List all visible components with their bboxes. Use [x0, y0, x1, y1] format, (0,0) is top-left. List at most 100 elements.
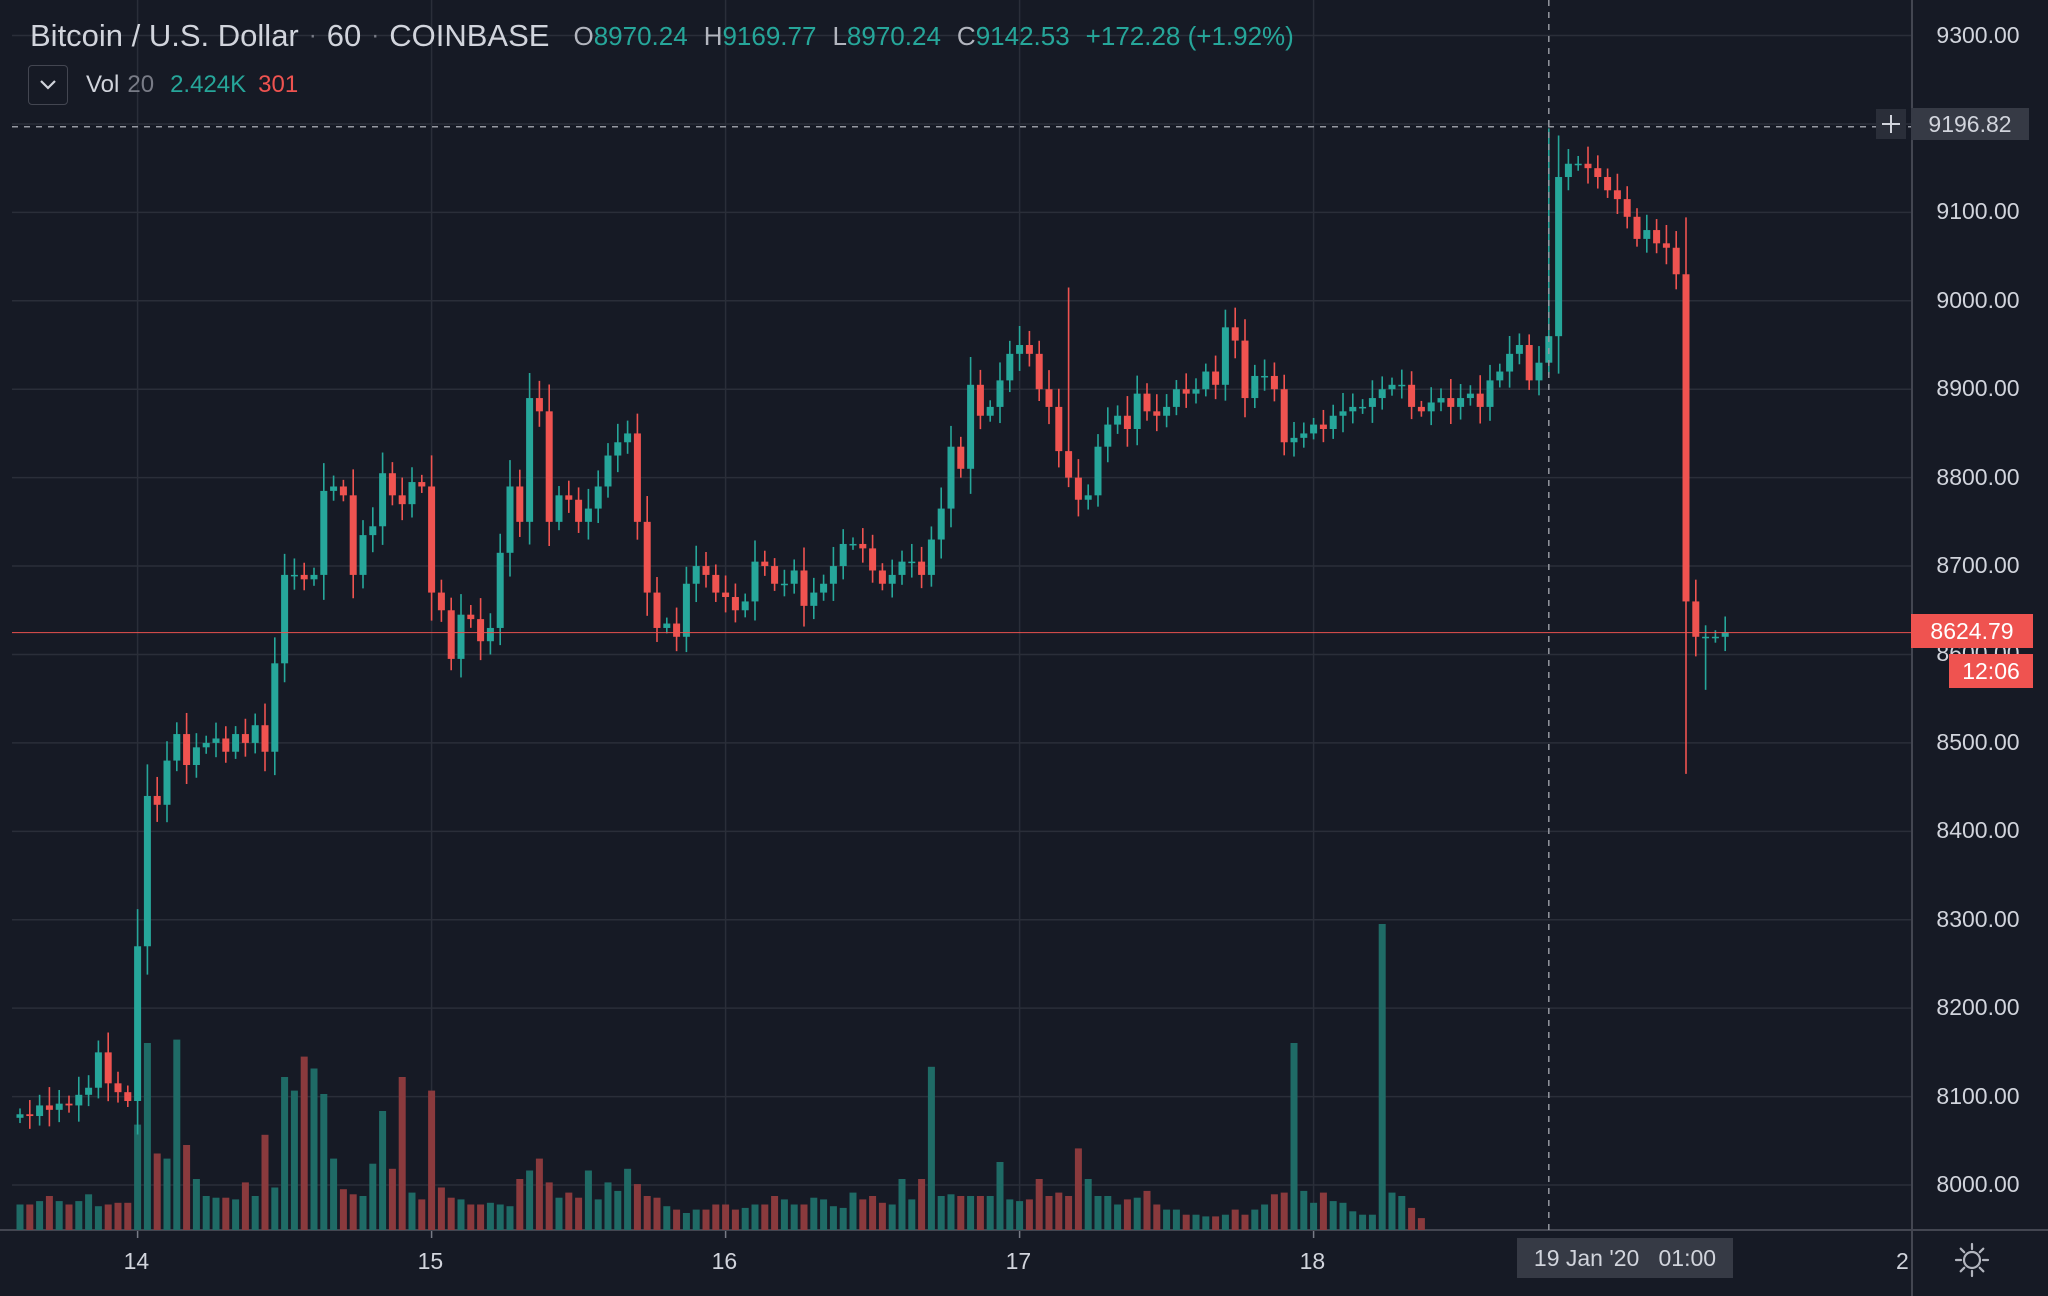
add-alert-button[interactable] [1876, 109, 1906, 139]
candle-body [663, 623, 671, 628]
symbol-name[interactable]: Bitcoin / U.S. Dollar [30, 18, 299, 53]
volume-bar [712, 1204, 720, 1230]
volume-bar [496, 1204, 504, 1230]
crosshair-price-label: 9196.82 [1911, 108, 2029, 140]
volume-bar [1417, 1218, 1425, 1230]
volume-bar [202, 1196, 210, 1230]
header-separator: · [308, 22, 317, 49]
volume-bar [1270, 1194, 1278, 1230]
candle-body [55, 1103, 63, 1110]
candle-body [310, 574, 318, 580]
volume-bar [1310, 1202, 1318, 1230]
volume-bar [1163, 1209, 1171, 1230]
candle-body [114, 1083, 122, 1093]
open-label: O [573, 20, 594, 51]
volume-bar [1192, 1214, 1200, 1230]
volume-label[interactable]: Vol [86, 71, 120, 98]
volume-bar [692, 1209, 700, 1230]
candle-body [1711, 636, 1719, 639]
open-value: 8970.24 [593, 20, 688, 51]
volume-bar [1094, 1196, 1102, 1230]
candle-body [1172, 389, 1180, 407]
volume-bar [575, 1197, 583, 1230]
candle-body [751, 561, 759, 602]
candle-body [1319, 424, 1327, 430]
candle-body [388, 473, 396, 496]
candle-body [780, 583, 788, 586]
volume-bar [624, 1168, 632, 1230]
candle-body [545, 411, 553, 522]
volume-bar [192, 1179, 200, 1230]
candle-body [300, 574, 308, 580]
candle-body [1280, 389, 1288, 443]
collapse-legend-button[interactable] [28, 65, 68, 105]
candle-body [1702, 636, 1710, 639]
candle-body [173, 734, 181, 761]
candle-body [986, 406, 994, 416]
candle-body [673, 623, 681, 637]
candle-body [183, 734, 191, 766]
volume-bar [261, 1134, 269, 1230]
volume-bar [545, 1182, 553, 1230]
time-axis-truncated-label: 2 [1896, 1248, 1909, 1274]
volume-value: 2.424K [170, 71, 247, 98]
candle-body [1114, 415, 1122, 425]
volume-bar [153, 1153, 161, 1230]
candle-body [859, 543, 867, 549]
candle-body [1270, 375, 1278, 390]
volume-bar [663, 1206, 671, 1230]
candle-body [437, 592, 445, 611]
volume-bar [526, 1170, 534, 1230]
volume-bar [1074, 1148, 1082, 1230]
candle-body [1506, 353, 1514, 372]
candle-body [1359, 406, 1367, 409]
volume-bar [1016, 1201, 1024, 1230]
candle-body [957, 446, 965, 469]
candle-body [36, 1105, 44, 1117]
volume-bar [1280, 1192, 1288, 1230]
volume-bar [1035, 1179, 1043, 1230]
volume-bar [1123, 1199, 1131, 1230]
interval-label[interactable]: 60 [326, 18, 362, 53]
candle-body [1065, 451, 1073, 478]
candle-body [418, 482, 426, 487]
volume-bar [1241, 1214, 1249, 1230]
volume-bar [349, 1194, 357, 1230]
candle-body [1094, 446, 1102, 496]
candle-body [408, 482, 416, 505]
volume-bar [761, 1204, 769, 1230]
volume-bar [1231, 1209, 1239, 1230]
volume-bar [722, 1204, 730, 1230]
candle-body [849, 543, 857, 546]
crosshair-date-label: 19 Jan '20 01:00 [1517, 1238, 1733, 1278]
candle-body [976, 384, 984, 416]
candle-body [163, 760, 171, 805]
time-axis-tick-label: 16 [711, 1248, 738, 1274]
candle-body [496, 552, 504, 628]
candle-body [820, 583, 828, 593]
candle-body [1104, 424, 1112, 447]
volume-bar [1006, 1199, 1014, 1230]
candle-body [839, 543, 847, 567]
price-axis-tick-label: 8800.00 [1936, 463, 2020, 490]
volume-bar [986, 1196, 994, 1230]
candle-body [1594, 168, 1602, 178]
candle-body [26, 1114, 34, 1117]
volume-bar [1084, 1179, 1092, 1230]
price-axis-tick-label: 8700.00 [1936, 552, 2020, 579]
candle-body [1241, 340, 1249, 399]
candle-body [359, 535, 367, 575]
volume-bar [927, 1066, 935, 1230]
volume-bar [839, 1207, 847, 1230]
low-label: L [832, 20, 847, 51]
candle-body [428, 486, 436, 593]
candle-body [1682, 274, 1690, 602]
volume-bar [36, 1201, 44, 1230]
candle-body [1035, 353, 1043, 390]
candle-body [320, 490, 328, 575]
gear-icon[interactable] [1954, 1242, 1990, 1278]
candle-body [1153, 411, 1161, 416]
